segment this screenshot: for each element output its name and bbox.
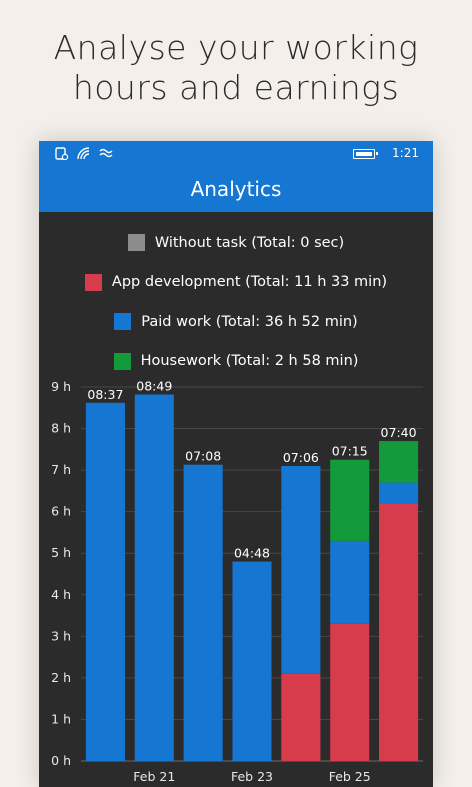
legend-label: App development (Total: 11 h 33 min) bbox=[111, 274, 388, 291]
x-tick-label: Feb 21 bbox=[133, 769, 175, 784]
bar-total-label: 07:40 bbox=[381, 425, 417, 440]
phone-screen: 1:21 Analytics Without task (Total: 0 se… bbox=[39, 141, 433, 787]
y-tick-label: 0 h bbox=[51, 753, 71, 768]
legend-swatch bbox=[127, 234, 145, 252]
bar-segment bbox=[85, 402, 125, 761]
page-title: Analytics bbox=[39, 167, 433, 212]
bar-segment bbox=[379, 441, 419, 483]
wifi-icon bbox=[77, 147, 91, 160]
signal-icon bbox=[99, 147, 113, 160]
bar-segment bbox=[281, 673, 321, 761]
legend-item-housework[interactable]: Housework (Total: 2 h 58 min) bbox=[39, 342, 433, 382]
chart-legend: Without task (Total: 0 sec) App developm… bbox=[39, 223, 433, 381]
status-time: 1:21 bbox=[392, 146, 419, 160]
bar-segment bbox=[379, 482, 419, 504]
bar-segment bbox=[330, 623, 370, 761]
headline: Analyse your working hours and earnings bbox=[0, 28, 472, 108]
y-tick-label: 6 h bbox=[51, 504, 71, 519]
legend-item-without-task[interactable]: Without task (Total: 0 sec) bbox=[39, 223, 433, 263]
phone-icon bbox=[55, 147, 69, 161]
bar-segment bbox=[379, 503, 419, 761]
bar-total-label: 07:08 bbox=[185, 449, 221, 464]
bar-segment bbox=[183, 464, 223, 761]
legend-label: Paid work (Total: 36 h 52 min) bbox=[141, 313, 358, 330]
bar-total-label: 08:49 bbox=[136, 378, 172, 393]
battery-icon bbox=[353, 149, 378, 159]
bar-total-label: 04:48 bbox=[234, 546, 270, 561]
x-tick-label: Feb 25 bbox=[329, 769, 371, 784]
y-tick-label: 8 h bbox=[51, 421, 71, 436]
headline-line-1: Analyse your working bbox=[53, 28, 419, 67]
hours-bar-chart: 0 h 1 h 2 h 3 h 4 h 5 h 6 h 7 h 8 h 9 h 08:37 08:49… bbox=[51, 378, 423, 784]
y-tick-label: 5 h bbox=[51, 545, 71, 560]
y-tick-label: 3 h bbox=[51, 628, 71, 643]
status-bar: 1:21 bbox=[39, 141, 433, 167]
bar-segment bbox=[232, 561, 272, 761]
bar-total-label: 07:06 bbox=[283, 450, 319, 465]
bar-segment bbox=[330, 540, 370, 624]
bar-total-label: 08:37 bbox=[87, 387, 123, 402]
bar-total-label: 07:15 bbox=[332, 444, 368, 459]
y-tick-label: 1 h bbox=[51, 711, 71, 726]
bar-segment bbox=[134, 394, 174, 761]
legend-swatch bbox=[114, 313, 132, 331]
headline-line-2: hours and earnings bbox=[72, 68, 400, 107]
y-tick-label: 7 h bbox=[51, 462, 71, 477]
legend-swatch bbox=[113, 352, 131, 370]
legend-item-app-development[interactable]: App development (Total: 11 h 33 min) bbox=[39, 263, 433, 303]
y-tick-label: 2 h bbox=[51, 670, 71, 685]
x-tick-label: Feb 23 bbox=[231, 769, 273, 784]
legend-item-paid-work[interactable]: Paid work (Total: 36 h 52 min) bbox=[39, 302, 433, 342]
legend-label: Housework (Total: 2 h 58 min) bbox=[140, 353, 359, 370]
bar-segment bbox=[330, 459, 370, 541]
y-tick-label: 9 h bbox=[51, 379, 71, 394]
y-tick-label: 4 h bbox=[51, 587, 71, 602]
legend-swatch bbox=[84, 273, 102, 291]
bar-segment bbox=[281, 465, 321, 674]
legend-label: Without task (Total: 0 sec) bbox=[154, 234, 345, 251]
